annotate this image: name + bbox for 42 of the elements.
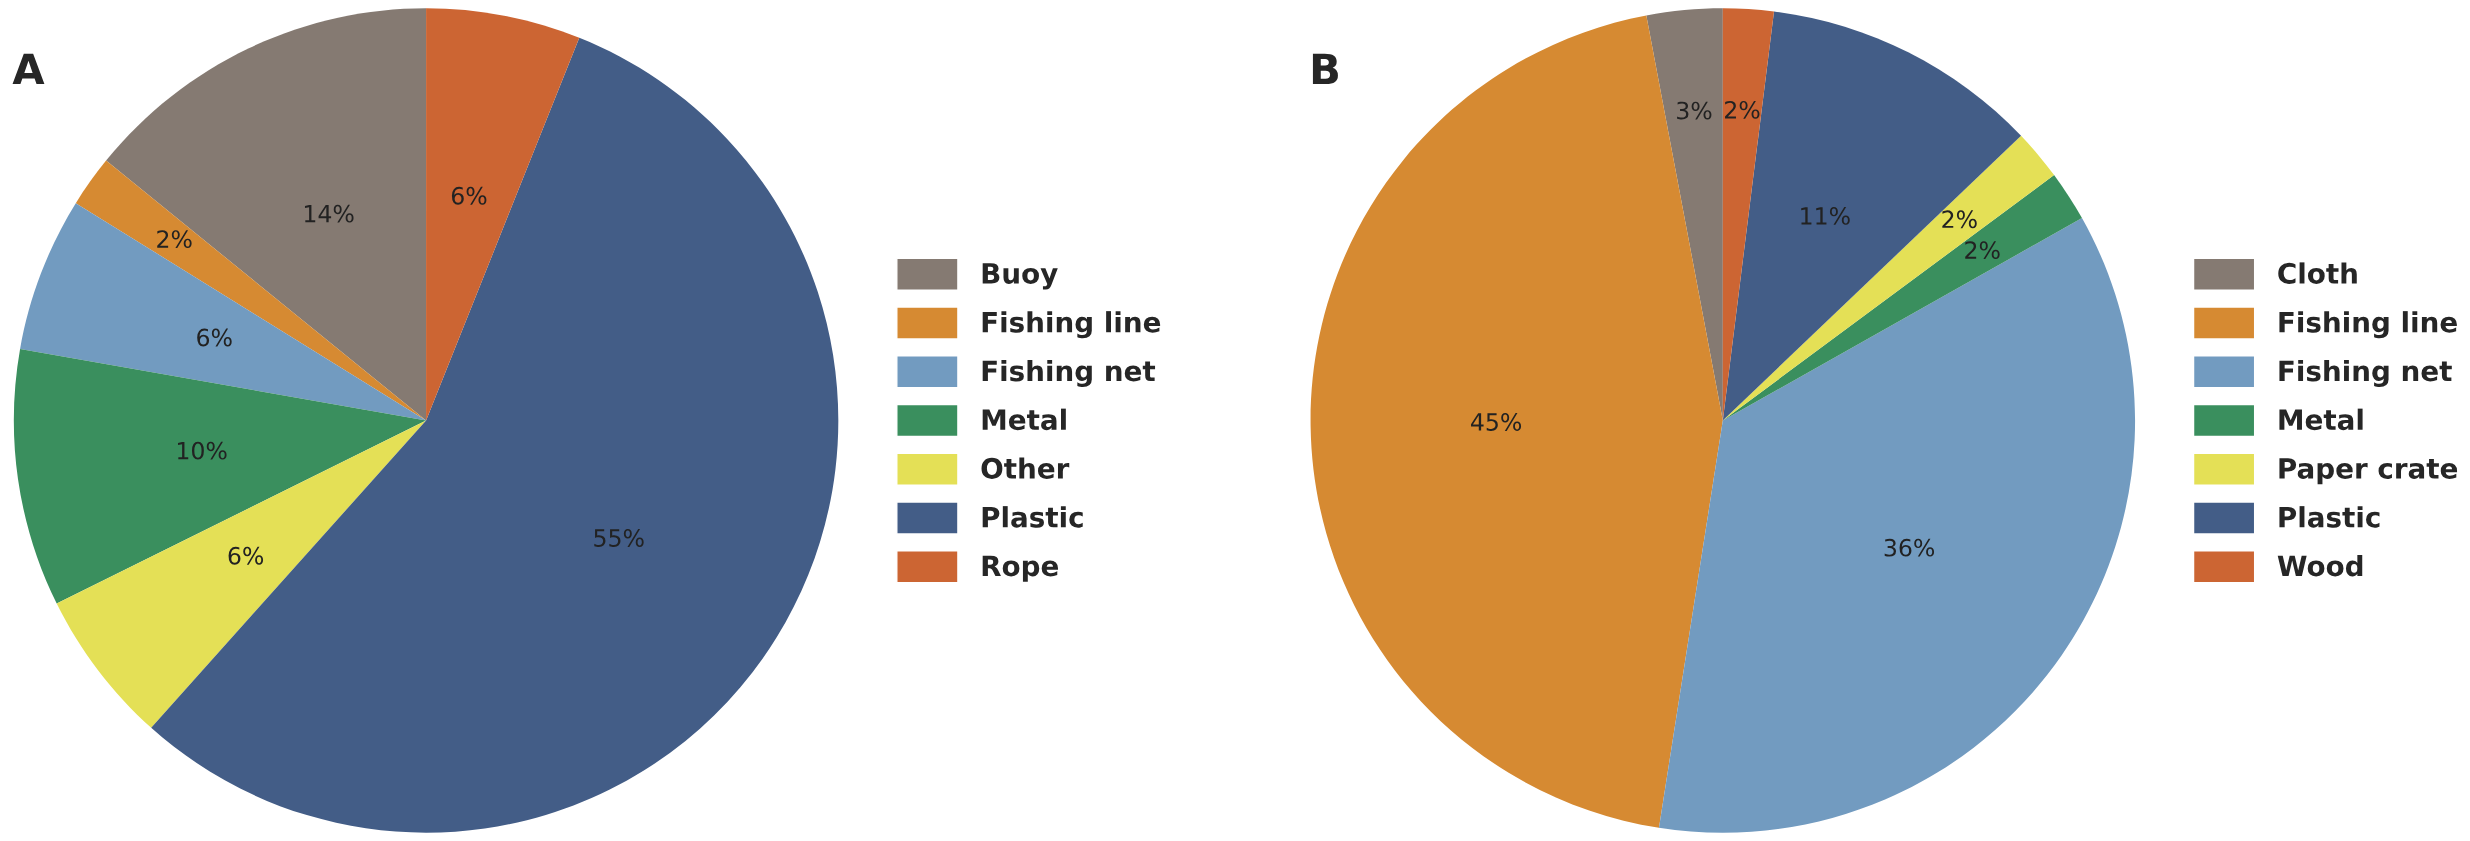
legend-label: Rope: [982, 555, 1058, 582]
text: B: [1312, 53, 1338, 85]
pie-slice: [1722, 11, 2022, 421]
legend-label: Other: [981, 457, 1070, 479]
data-label: 2%: [1965, 241, 2000, 260]
legend-label: Wood: [2277, 554, 2363, 577]
pie-slice: [20, 203, 427, 421]
pie-slice: [106, 8, 427, 421]
pie-slice: [151, 37, 839, 833]
legend-label: Fishing net: [2279, 359, 2452, 387]
pie-slice: [13, 348, 427, 604]
pie-slice: [75, 160, 427, 421]
text: A: [12, 53, 45, 85]
pie-slice: [1722, 135, 2055, 421]
data-label: 3%: [1677, 101, 1712, 120]
data-label: 10%: [178, 441, 227, 460]
data-label: 11%: [1801, 206, 1850, 225]
data-label: 6%: [228, 546, 264, 565]
data-label: 6%: [451, 186, 487, 205]
data-label: 2%: [1725, 100, 1760, 119]
legend-label: Paper crate: [2279, 458, 2458, 485]
legend-label: Buoy: [982, 263, 1058, 290]
legend-label: Metal: [982, 408, 1066, 431]
legend-label: Metal: [2279, 408, 2363, 431]
pie-slice: [1646, 8, 1723, 421]
data-label: 55%: [594, 529, 644, 547]
data-label: 14%: [304, 204, 354, 223]
legend-label: Fishing line: [2279, 311, 2457, 339]
legend-label: Cloth: [2278, 262, 2357, 284]
legend-label: Plastic: [982, 506, 1083, 528]
data-label: 6%: [197, 328, 232, 347]
pie-slice: [426, 8, 580, 421]
legend-label: Plastic: [2279, 506, 2380, 528]
pie-slice: [56, 420, 427, 728]
legend-label: Fishing net: [982, 359, 1156, 387]
data-label: 45%: [1471, 413, 1522, 431]
pie-slice: [1722, 175, 2082, 421]
legend-label: Fishing line: [982, 311, 1161, 339]
data-label: 2%: [1942, 210, 1977, 229]
data-label: 36%: [1884, 538, 1935, 557]
pie-slice: [1310, 15, 1723, 828]
data-label: 2%: [157, 230, 192, 248]
